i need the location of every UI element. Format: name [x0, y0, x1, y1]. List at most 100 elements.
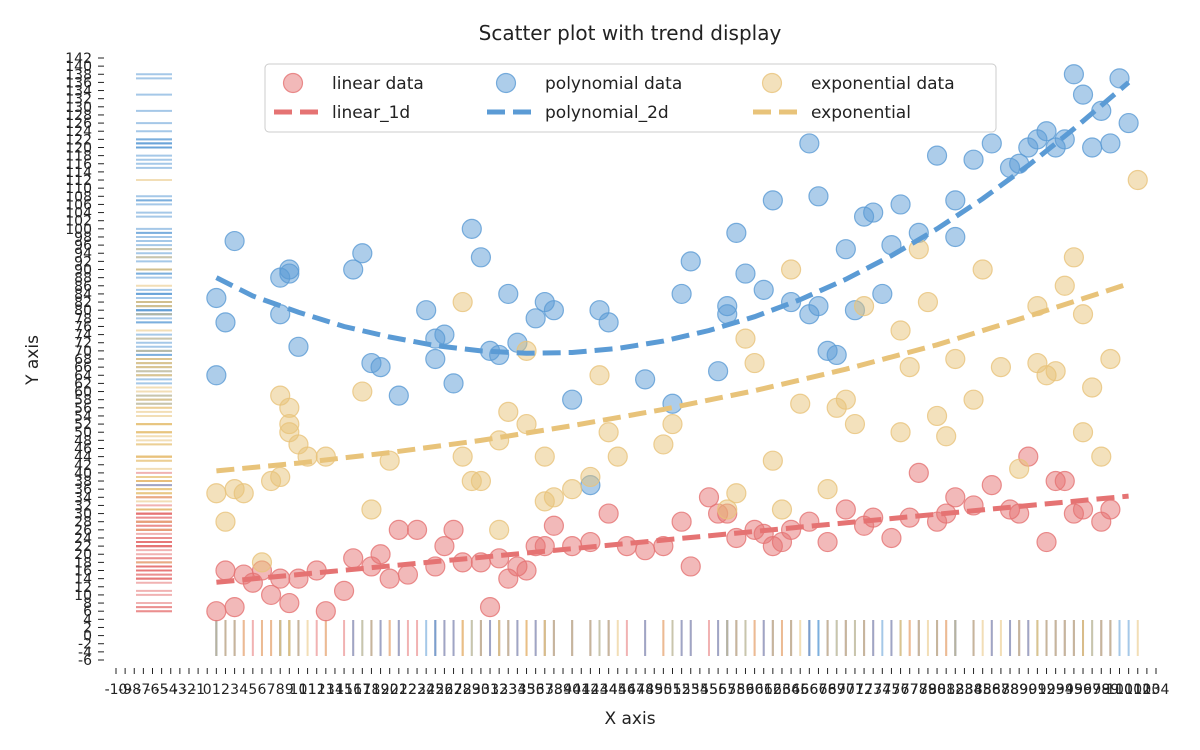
- polynomial-data-point: [672, 284, 691, 303]
- polynomial-data-point: [836, 240, 855, 259]
- polynomial-data-point: [800, 134, 819, 153]
- x-tick-label: 7: [267, 682, 276, 698]
- exponential-data-point: [918, 293, 937, 312]
- exponential-data-point: [234, 484, 253, 503]
- linear-data-point: [836, 500, 855, 519]
- linear-data-point: [481, 598, 500, 617]
- polynomial-data-point: [207, 288, 226, 307]
- polynomial-data-point: [417, 301, 436, 320]
- polynomial-data-point: [426, 350, 445, 369]
- linear-data-point: [408, 520, 427, 539]
- polynomial-data-point: [754, 280, 773, 299]
- polynomial-data-point: [280, 260, 299, 279]
- polynomial-data-point: [763, 191, 782, 210]
- polynomial-data-point: [891, 195, 910, 214]
- linear-data-point: [818, 533, 837, 552]
- linear-data-point: [225, 598, 244, 617]
- linear-data-point: [380, 569, 399, 588]
- linear-data-point: [1037, 533, 1056, 552]
- polynomial-data-point: [1119, 114, 1138, 133]
- legend-label-linear-data: linear data: [332, 74, 424, 94]
- linear-data-point: [280, 594, 299, 613]
- exponential-data-point: [216, 512, 235, 531]
- exponential-data-point: [590, 366, 609, 385]
- exponential-data-point: [736, 329, 755, 348]
- polynomial-data-point: [928, 146, 947, 165]
- exponential-data-point: [791, 394, 810, 413]
- exponential-data-point: [271, 467, 290, 486]
- linear-data-point: [316, 602, 335, 621]
- exponential-data-point: [1128, 171, 1147, 190]
- legend-marker-polynomial-data: [497, 74, 516, 93]
- exponential-data-point: [973, 260, 992, 279]
- linear-data-point: [398, 565, 417, 584]
- exponential-data-point: [207, 484, 226, 503]
- polynomial-data-point: [471, 248, 490, 267]
- exponential-data-point: [782, 260, 801, 279]
- linear-data-point: [444, 520, 463, 539]
- x-tick-label: 6: [258, 682, 267, 698]
- exponential-data-point: [544, 488, 563, 507]
- polynomial-data-point: [964, 150, 983, 169]
- legend-marker-linear-data: [284, 74, 303, 93]
- exponential-data-point: [471, 472, 490, 491]
- legend-label-polynomial-2d: polynomial_2d: [545, 103, 669, 123]
- polynomial-data-point: [1064, 65, 1083, 84]
- polynomial-data-point: [827, 345, 846, 364]
- x-axis: -10-9-8-7-6-5-4-3-2-10 1 2 3 4 5 6 7 8 9101112131…: [105, 668, 1170, 698]
- exponential-data-point: [581, 467, 600, 486]
- linear-data-point: [1101, 500, 1120, 519]
- exponential-data-point: [453, 447, 472, 466]
- polynomial-data-point: [599, 313, 618, 332]
- linear-data-point: [453, 553, 472, 572]
- exponential-data-point: [763, 451, 782, 470]
- exponential-data-point: [362, 500, 381, 519]
- exponential-data-point: [490, 520, 509, 539]
- polynomial-data-point: [353, 244, 372, 263]
- polynomial-data-point: [727, 223, 746, 242]
- y-axis: -6-4-20246810121416182022242628303234363…: [65, 51, 104, 669]
- x-tick-label: 4: [239, 682, 248, 698]
- exponential-data-point: [836, 390, 855, 409]
- exponential-data-point: [353, 382, 372, 401]
- x-tick-label: 104: [1143, 682, 1170, 698]
- exponential-data-point: [891, 423, 910, 442]
- legend-label-polynomial-data: polynomial data: [545, 74, 682, 94]
- exponential-data-point: [772, 500, 791, 519]
- legend-label-linear-1d: linear_1d: [332, 103, 410, 123]
- linear-data-point: [882, 528, 901, 547]
- exponential-data-point: [845, 415, 864, 434]
- exponential-data-point: [654, 435, 673, 454]
- polynomial-data-point: [809, 297, 828, 316]
- polynomial-data-point: [982, 134, 1001, 153]
- linear-data-point: [982, 476, 1001, 495]
- linear-data-point: [335, 581, 354, 600]
- exponential-data-point: [252, 553, 271, 572]
- x-rug-plot: [216, 620, 1137, 656]
- polynomial-data-point: [946, 227, 965, 246]
- scatter-points: [207, 65, 1147, 621]
- x-axis-title: X axis: [604, 709, 655, 729]
- polynomial-data-point: [490, 345, 509, 364]
- x-tick-label: 1: [212, 682, 221, 698]
- legend-marker-exponential-data: [763, 74, 782, 93]
- exponential-data-point: [1064, 248, 1083, 267]
- x-tick-label: 0: [203, 682, 212, 698]
- linear-1d-line: [216, 496, 1128, 582]
- exponential-data-point: [599, 423, 618, 442]
- linear-data-point: [672, 512, 691, 531]
- polynomial-data-point: [216, 313, 235, 332]
- polynomial-data-point: [1074, 85, 1093, 104]
- y-rug-plot: [136, 74, 172, 611]
- linear-data-point: [371, 545, 390, 564]
- polynomial-data-point: [225, 232, 244, 251]
- exponential-data-point: [316, 447, 335, 466]
- polynomial-data-point: [636, 370, 655, 389]
- exponential-data-point: [453, 293, 472, 312]
- x-tick-label: 5: [248, 682, 257, 698]
- linear-data-point: [1055, 472, 1074, 491]
- exponential-data-point: [991, 358, 1010, 377]
- polynomial-data-point: [435, 325, 454, 344]
- polynomial-data-point: [736, 264, 755, 283]
- polynomial-data-point: [499, 284, 518, 303]
